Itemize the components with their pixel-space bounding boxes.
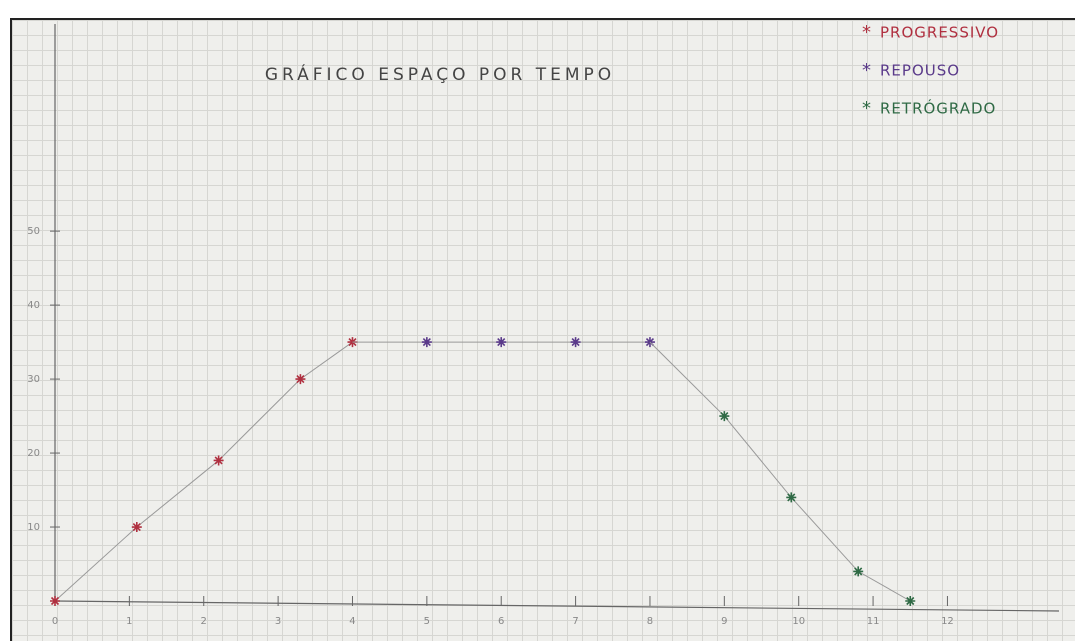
y-tick-label: 50 <box>27 226 40 237</box>
x-tick-label: 12 <box>941 616 954 627</box>
y-tick-label: 20 <box>27 448 40 459</box>
x-tick-label: 11 <box>867 616 880 627</box>
point <box>786 492 796 502</box>
point <box>214 455 224 465</box>
x-tick-label: 5 <box>424 616 430 627</box>
line <box>55 342 352 601</box>
x-tick-label: 3 <box>275 616 281 627</box>
x-tick-label: 1 <box>126 616 132 627</box>
legend-marker: * <box>862 98 871 119</box>
point <box>905 596 915 606</box>
point <box>50 596 60 606</box>
x-tick-label: 6 <box>498 616 504 627</box>
line <box>724 416 910 601</box>
connector <box>650 342 724 416</box>
legend-marker: * <box>862 22 871 43</box>
point <box>853 566 863 576</box>
x-tick-label: 8 <box>647 616 653 627</box>
legend-label: REPOUSO <box>880 62 960 80</box>
x-tick-label: 0 <box>52 616 58 627</box>
legend-label: PROGRESSIVO <box>880 24 999 42</box>
y-tick-label: 10 <box>27 522 40 533</box>
y-tick-label: 30 <box>27 374 40 385</box>
legend-label: RETRÓGRADO <box>880 99 996 118</box>
point <box>571 337 581 347</box>
x-tick-label: 7 <box>572 616 578 627</box>
x-tick-label: 10 <box>792 616 805 627</box>
point <box>719 411 729 421</box>
legend-marker: * <box>862 60 871 81</box>
x-tick-label: 4 <box>349 616 355 627</box>
x-tick-label: 9 <box>721 616 727 627</box>
x-tick-label: 2 <box>201 616 207 627</box>
page: {"chart_data": {"type": "scatter", "titl… <box>0 0 1075 639</box>
point <box>422 337 432 347</box>
point <box>295 374 305 384</box>
point <box>496 337 506 347</box>
chart-title: GRÁFICO ESPAÇO POR TEMPO <box>265 63 615 85</box>
point <box>132 522 142 532</box>
y-tick-label: 40 <box>27 300 40 311</box>
chart: GRÁFICO ESPAÇO POR TEMPO 012345678910111… <box>0 0 1075 639</box>
